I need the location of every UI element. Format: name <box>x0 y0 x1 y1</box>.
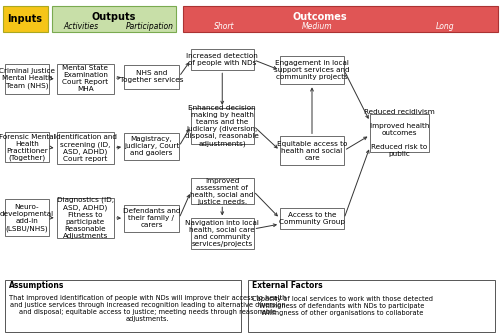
FancyBboxPatch shape <box>124 205 179 232</box>
FancyBboxPatch shape <box>182 6 498 32</box>
Text: Equitable access to
health and social
care: Equitable access to health and social ca… <box>277 141 347 160</box>
FancyBboxPatch shape <box>56 198 114 238</box>
Text: Forensic Mental
Health
Practitioner
(Together): Forensic Mental Health Practitioner (Tog… <box>0 134 56 161</box>
FancyBboxPatch shape <box>2 6 48 32</box>
Text: Long: Long <box>436 22 454 31</box>
FancyBboxPatch shape <box>191 178 254 204</box>
Text: Navigation into local
health, social care
and community
services/projects: Navigation into local health, social car… <box>186 220 259 247</box>
Text: Diagnostics (ID,
ASD, ADHD)
Fitness to
participate
Reasonable
Adjustments: Diagnostics (ID, ASD, ADHD) Fitness to p… <box>57 197 114 239</box>
Text: Criminal Justice
Mental Health
Team (NHS): Criminal Justice Mental Health Team (NHS… <box>0 68 55 89</box>
Text: External Factors: External Factors <box>252 281 322 290</box>
Text: Reduced recidivism

Improved health
outcomes

Reduced risk to
public: Reduced recidivism Improved health outco… <box>364 109 435 157</box>
FancyBboxPatch shape <box>5 64 49 94</box>
FancyBboxPatch shape <box>56 132 114 164</box>
Text: Inputs: Inputs <box>8 14 42 24</box>
Text: Increased detection
of people with NDs: Increased detection of people with NDs <box>186 53 258 66</box>
Text: That improved identification of people with NDs will improve their access to hea: That improved identification of people w… <box>9 295 286 322</box>
FancyBboxPatch shape <box>280 208 344 229</box>
Text: Engagement in local
support services and
community projects: Engagement in local support services and… <box>274 60 350 80</box>
FancyBboxPatch shape <box>52 6 176 32</box>
Text: Capacity of local services to work with those detected
Willingness of defendants: Capacity of local services to work with … <box>252 296 432 316</box>
Text: Identification and
screening (ID,
ASD, ADHD)
Court report: Identification and screening (ID, ASD, A… <box>54 134 117 162</box>
FancyBboxPatch shape <box>5 280 241 332</box>
FancyBboxPatch shape <box>191 218 254 249</box>
FancyBboxPatch shape <box>124 133 179 160</box>
FancyBboxPatch shape <box>191 108 254 144</box>
Text: Enhanced decision
making by health
teams and the
judiciary (diversion,
disposal,: Enhanced decision making by health teams… <box>186 105 259 147</box>
Text: NHS and
Together services: NHS and Together services <box>120 70 183 83</box>
Text: Outcomes: Outcomes <box>292 12 348 22</box>
FancyBboxPatch shape <box>191 49 254 70</box>
Text: Medium: Medium <box>302 22 333 31</box>
FancyBboxPatch shape <box>5 199 49 236</box>
Text: Participation: Participation <box>126 22 174 31</box>
FancyBboxPatch shape <box>124 65 179 89</box>
FancyBboxPatch shape <box>56 64 114 94</box>
Text: Activities: Activities <box>64 22 98 31</box>
FancyBboxPatch shape <box>280 56 344 84</box>
FancyBboxPatch shape <box>5 132 49 162</box>
FancyBboxPatch shape <box>248 280 495 332</box>
FancyBboxPatch shape <box>280 136 344 165</box>
Text: Magistracy,
judiciary, Court
and gaolers: Magistracy, judiciary, Court and gaolers <box>124 136 179 156</box>
Text: Assumptions: Assumptions <box>9 281 64 290</box>
Text: Short: Short <box>214 22 234 31</box>
Text: Outputs: Outputs <box>92 12 136 22</box>
Text: Improved
assessment of
health, social and
justice needs.: Improved assessment of health, social an… <box>190 178 254 205</box>
FancyBboxPatch shape <box>370 114 429 152</box>
Text: Neuro-
developmental
add-in
(LSBU/NHS): Neuro- developmental add-in (LSBU/NHS) <box>0 204 54 231</box>
Text: Access to the
Community Group: Access to the Community Group <box>279 212 345 225</box>
Text: Mental State
Examination
Court Report
MHA: Mental State Examination Court Report MH… <box>62 65 108 92</box>
Text: Defendants and
their family /
carers: Defendants and their family / carers <box>123 208 180 228</box>
